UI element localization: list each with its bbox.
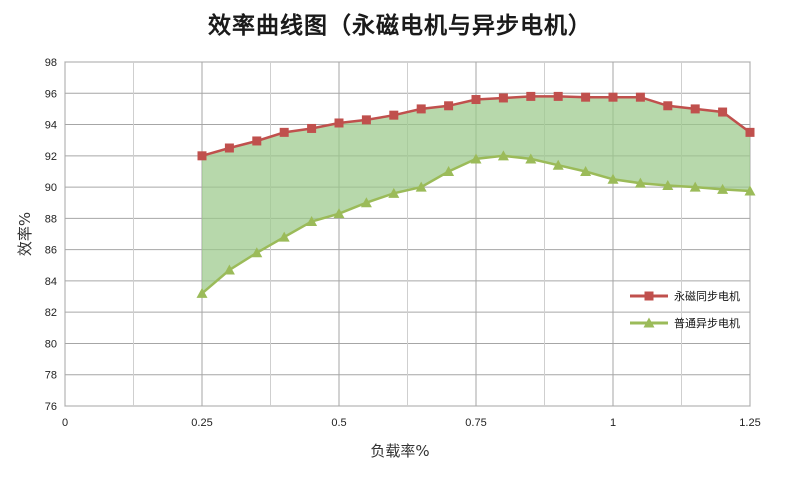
legend-label: 普通异步电机 xyxy=(674,316,740,330)
data-point-marker xyxy=(444,101,454,111)
data-point-marker xyxy=(361,115,371,125)
data-point-marker xyxy=(251,247,263,258)
y-tick-label: 90 xyxy=(45,182,57,194)
grid-layer xyxy=(64,61,751,407)
x-tick-label: 1.25 xyxy=(739,417,760,429)
data-point-marker xyxy=(416,104,426,114)
data-point-marker xyxy=(497,150,509,161)
data-point-marker xyxy=(498,93,508,103)
data-point-marker xyxy=(580,165,592,176)
y-tick-label: 86 xyxy=(45,245,57,257)
data-point-marker xyxy=(333,208,345,219)
x-tick-label: 0.25 xyxy=(191,417,212,429)
tick-layer: 76 78 80 82 84 86 88 90 92 94 96 98 0 0.25 0.5 0.75 1 1.2… xyxy=(45,57,761,429)
data-point-marker xyxy=(608,92,618,102)
data-point-marker xyxy=(306,215,318,226)
x-axis-label: 负载率% xyxy=(370,442,429,460)
legend-label: 永磁同步电机 xyxy=(674,289,740,303)
data-point-marker xyxy=(744,185,756,196)
data-point-marker xyxy=(389,110,399,120)
fill-between-area xyxy=(202,96,750,294)
data-point-marker xyxy=(634,177,646,188)
data-point-marker xyxy=(526,91,536,101)
data-point-marker xyxy=(443,165,455,176)
data-point-marker xyxy=(745,127,755,137)
series-layer xyxy=(196,91,756,298)
y-tick-label: 92 xyxy=(45,151,57,163)
y-tick-label: 96 xyxy=(45,88,57,100)
data-point-marker xyxy=(334,118,344,128)
data-point-marker xyxy=(471,95,481,105)
x-tick-label: 1 xyxy=(610,417,616,429)
data-point-marker xyxy=(635,92,645,102)
data-point-marker xyxy=(663,101,673,111)
y-tick-label: 78 xyxy=(45,370,57,382)
x-tick-label: 0.75 xyxy=(465,417,486,429)
legend-marker xyxy=(643,317,655,328)
data-point-marker xyxy=(662,180,674,191)
data-point-marker xyxy=(581,92,591,102)
data-point-marker xyxy=(717,183,729,194)
data-point-marker xyxy=(415,181,427,192)
y-tick-label: 76 xyxy=(45,401,57,413)
data-point-marker xyxy=(552,159,564,170)
data-point-marker xyxy=(307,123,317,133)
data-point-marker xyxy=(690,104,700,114)
data-point-marker xyxy=(360,197,372,208)
legend-marker xyxy=(644,291,654,301)
y-axis-label: 效率% xyxy=(16,212,34,256)
data-point-marker xyxy=(689,181,701,192)
data-point-marker xyxy=(607,173,619,184)
chart-title: 效率曲线图（永磁电机与异步电机） xyxy=(208,12,592,39)
fill-layer xyxy=(202,96,750,294)
data-point-marker xyxy=(718,107,728,117)
y-tick-label: 82 xyxy=(45,307,57,319)
data-point-marker xyxy=(388,187,400,198)
y-tick-label: 98 xyxy=(45,57,57,69)
data-point-marker xyxy=(279,127,289,137)
y-tick-label: 94 xyxy=(45,120,57,132)
x-tick-label: 0 xyxy=(62,417,68,429)
x-tick-label: 0.5 xyxy=(331,417,346,429)
data-point-marker xyxy=(197,151,207,161)
data-point-marker xyxy=(224,143,234,153)
data-point-marker xyxy=(278,231,290,242)
y-tick-label: 80 xyxy=(45,338,57,350)
data-point-marker xyxy=(470,153,482,164)
y-tick-label: 88 xyxy=(45,213,57,225)
data-point-marker xyxy=(252,136,262,146)
data-point-marker xyxy=(525,153,537,164)
data-point-marker xyxy=(223,264,235,275)
y-tick-label: 84 xyxy=(45,276,57,288)
data-point-marker xyxy=(196,287,208,298)
data-point-marker xyxy=(553,91,563,101)
